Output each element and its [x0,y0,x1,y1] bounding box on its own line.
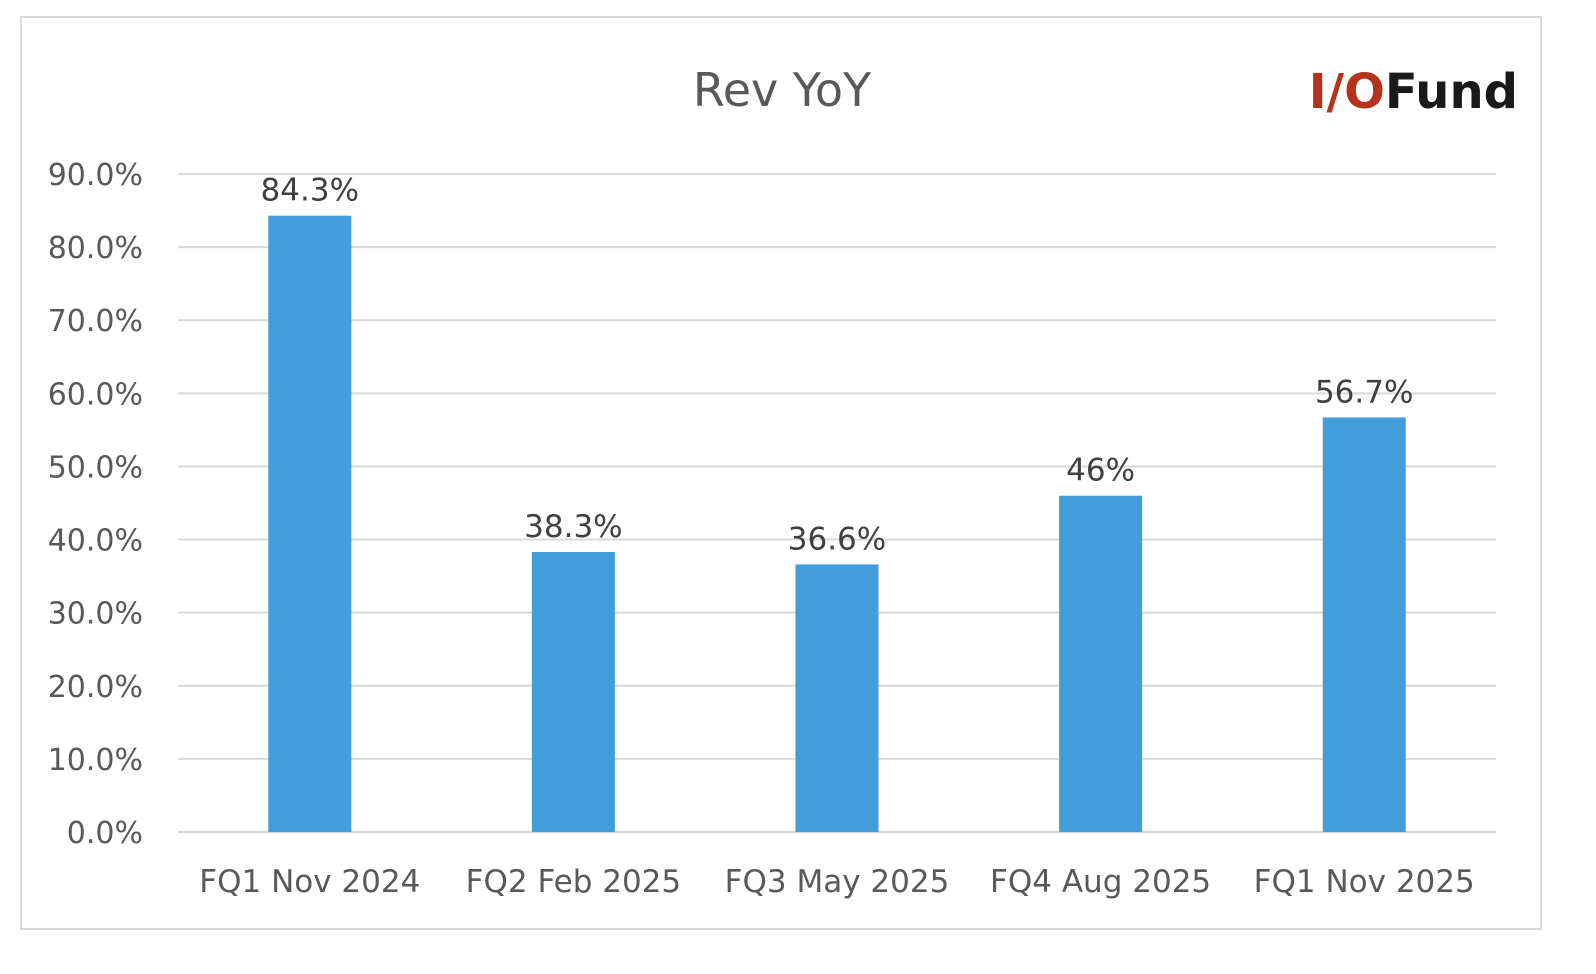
data-label: 84.3% [261,173,359,209]
data-label: 46% [1066,453,1135,489]
data-label: 38.3% [524,509,622,545]
y-tick-label: 70.0% [48,304,143,339]
y-tick-label: 10.0% [48,743,143,778]
chart-title: Rev YoY [693,63,872,117]
x-tick-label: FQ2 Feb 2025 [466,864,681,900]
y-tick-label: 0.0% [67,816,143,851]
x-tick-label: FQ4 Aug 2025 [990,864,1211,900]
bar [1059,495,1143,832]
logo-suffix: Fund [1385,64,1518,120]
logo-prefix: I/O [1309,64,1385,120]
y-tick-label: 80.0% [48,231,143,266]
y-tick-label: 20.0% [48,670,143,705]
y-tick-label: 50.0% [48,450,143,485]
x-tick-label: FQ1 Nov 2025 [1254,864,1475,900]
bar [795,564,879,832]
x-tick-label: FQ3 May 2025 [725,864,950,900]
y-tick-label: 40.0% [48,524,143,559]
y-tick-label: 60.0% [48,377,143,412]
x-tick-label: FQ1 Nov 2024 [199,864,420,900]
io-fund-logo: I/OFund [1309,64,1518,120]
bar [1322,417,1406,832]
y-axis-tick-labels: 0.0% 10.0% 20.0% 30.0% 40.0% 50.0% 60.0% 70.0% 8… [48,158,143,851]
data-labels: 84.3% 38.3% 36.6% 46% 56.7% [261,173,1414,558]
bars [268,215,1406,832]
y-tick-label: 30.0% [48,597,143,632]
bar [531,551,615,832]
gridlines [178,173,1496,834]
y-tick-label: 90.0% [48,158,143,193]
x-axis-category-labels: FQ1 Nov 2024 FQ2 Feb 2025 FQ3 May 2025 FQ4 … [199,864,1474,900]
data-label: 36.6% [788,521,886,557]
data-label: 56.7% [1315,374,1413,410]
bar [268,215,352,832]
